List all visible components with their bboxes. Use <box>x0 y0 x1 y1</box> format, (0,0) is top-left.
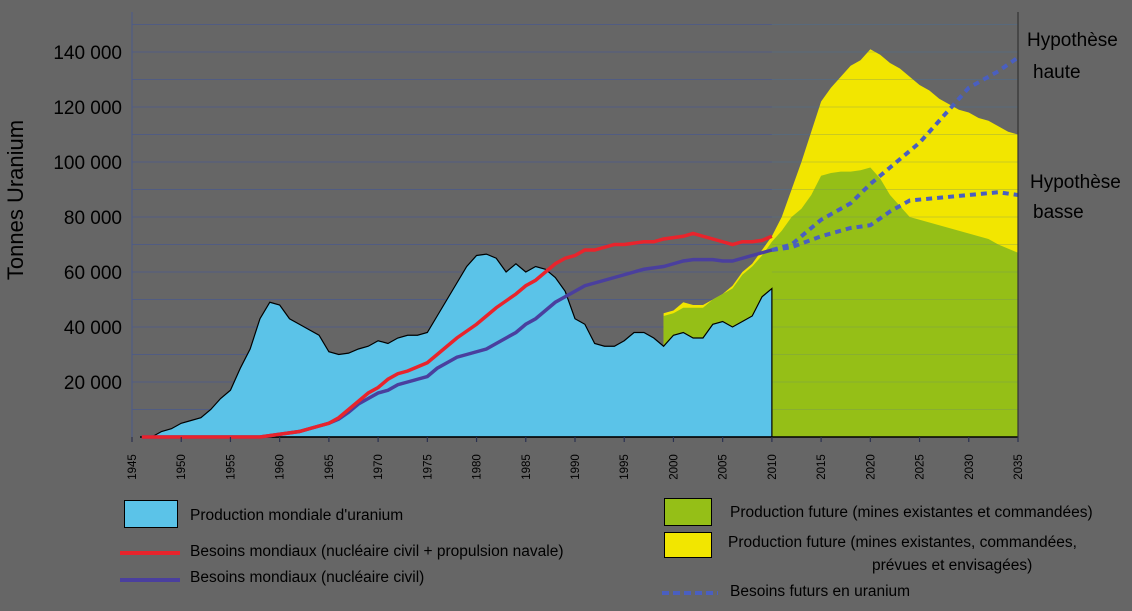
x-tick-label: 2010 <box>767 454 779 480</box>
x-tick-label: 1980 <box>472 454 484 480</box>
legend-label-future-needs: Besoins futurs en uranium <box>730 583 911 600</box>
x-tick-label: 2005 <box>718 454 730 480</box>
area-production <box>141 253 773 438</box>
x-tick-label: 2030 <box>964 454 976 480</box>
legend-swatch-production <box>124 500 178 528</box>
y-tick-label: 80 000 <box>64 208 122 229</box>
legend-label-production: Production mondiale d'uranium <box>190 507 404 524</box>
y-axis-label: Tonnes Uranium <box>3 120 28 280</box>
y-tick-label: 40 000 <box>64 318 122 339</box>
legend-swatch-future-all <box>664 532 712 558</box>
y-tick-label: 140 000 <box>53 43 122 64</box>
legend-label-future-all-1: Production future (mines existantes, com… <box>728 534 1077 551</box>
x-tick-label: 1995 <box>619 454 631 480</box>
x-tick-label: 1965 <box>324 454 336 480</box>
x-tick-label: 1990 <box>570 454 582 480</box>
legend-label-future-all-2: prévues et envisagées) <box>872 557 1033 574</box>
legend-label-needs-civil: Besoins mondiaux (nucléaire civil) <box>190 569 425 586</box>
x-tick-label: 1950 <box>176 454 188 480</box>
annotation-low: basse <box>1033 202 1084 223</box>
legend-line-needs-naval <box>120 551 180 555</box>
legend-line-future-needs <box>662 591 718 595</box>
x-tick-label: 2015 <box>816 454 828 480</box>
x-tick-label: 2000 <box>668 454 680 480</box>
x-tick-label: 1985 <box>521 454 533 480</box>
legend-line-needs-civil <box>120 578 180 582</box>
legend-label-needs-naval: Besoins mondiaux (nucléaire civil + prop… <box>190 543 564 560</box>
y-tick-label: 20 000 <box>64 373 122 394</box>
x-tick-label: 1945 <box>127 454 139 480</box>
line-needs-naval <box>141 231 773 439</box>
x-tick-label: 1960 <box>275 454 287 480</box>
legend-swatch-future-existing <box>664 498 712 526</box>
annotation-high: Hypothèse <box>1027 30 1118 51</box>
legend-label-future-existing: Production future (mines existantes et c… <box>730 504 1093 521</box>
y-tick-label: 100 000 <box>53 153 122 174</box>
line-future-low <box>771 190 1019 252</box>
x-tick-label: 2020 <box>865 454 877 480</box>
x-tick-label: 1970 <box>373 454 385 480</box>
x-tick-label: 2025 <box>915 454 927 480</box>
y-tick-label: 60 000 <box>64 263 122 284</box>
y-tick-label: 120 000 <box>53 98 122 119</box>
annotation-low: Hypothèse <box>1030 172 1121 193</box>
x-tick-label: 2035 <box>1013 454 1025 480</box>
x-tick-label: 1975 <box>422 454 434 480</box>
annotation-high: haute <box>1033 62 1081 83</box>
line-future-high <box>771 55 1020 252</box>
x-tick-label: 1955 <box>225 454 237 480</box>
